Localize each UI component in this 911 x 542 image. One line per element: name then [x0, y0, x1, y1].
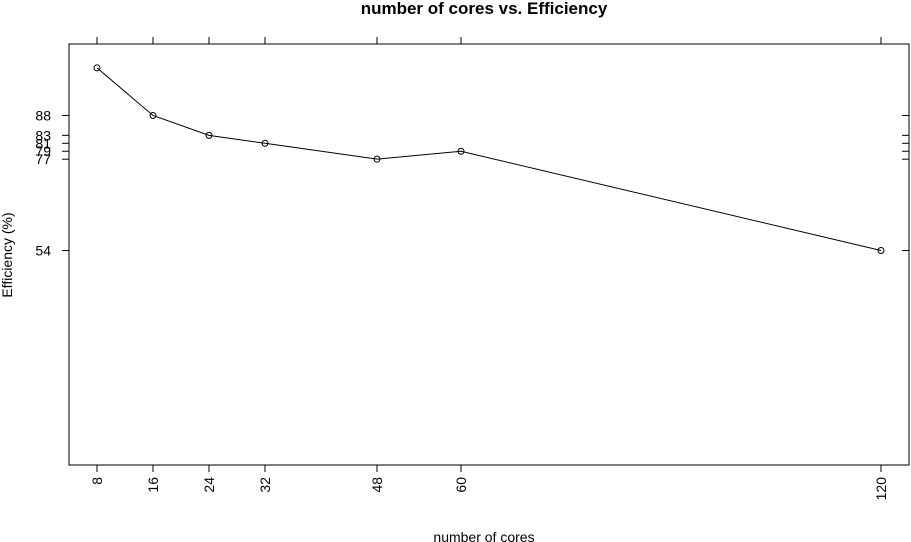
y-tick-label: 83: [35, 127, 51, 143]
chart-title: number of cores vs. Efficiency: [361, 0, 608, 18]
x-tick-label: 60: [453, 477, 469, 493]
x-tick-label: 16: [145, 477, 161, 493]
data-point: [93, 64, 101, 72]
x-tick-label: 32: [257, 477, 273, 493]
x-tick-label: 24: [201, 477, 217, 493]
x-tick-label: 120: [873, 477, 889, 501]
x-axis-title: number of cores: [433, 529, 534, 542]
series-line: [96, 67, 882, 252]
x-tick-label: 8: [89, 477, 105, 485]
x-tick-label: 48: [369, 477, 385, 493]
y-tick-label: 88: [35, 107, 51, 123]
plot-frame: [68, 43, 910, 466]
data-point: [457, 147, 465, 155]
series-layer: [93, 64, 885, 255]
data-point: [261, 139, 269, 147]
data-point: [205, 131, 213, 139]
data-point: [149, 111, 157, 119]
y-tick-label: 77: [35, 151, 51, 167]
x-axis: 8 16 24 32 48 60 120: [89, 37, 889, 500]
y-tick-label: 79: [35, 143, 51, 159]
y-tick-label: 54: [35, 243, 51, 259]
data-point: [877, 247, 885, 255]
y-tick-label: 81: [35, 135, 51, 151]
y-axis-title: Efficiency (%): [0, 212, 15, 297]
data-point: [373, 155, 381, 163]
